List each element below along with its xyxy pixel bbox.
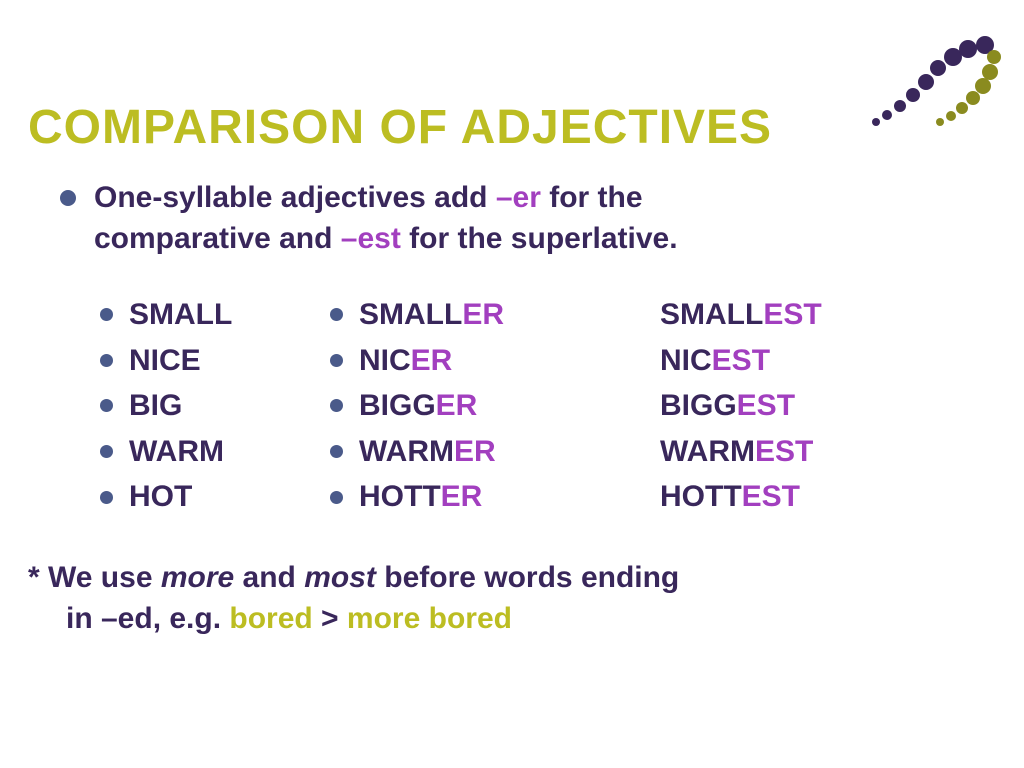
footnote: * We use more and most before words endi… bbox=[28, 558, 994, 639]
corner-dots-decoration bbox=[854, 18, 994, 138]
slide-title: COMPARISON OF ADJECTIVES bbox=[28, 100, 772, 155]
bullet-icon bbox=[60, 190, 76, 206]
word-row: HOT bbox=[100, 474, 330, 520]
decoration-dot bbox=[872, 118, 880, 126]
decoration-dot bbox=[906, 88, 920, 102]
word-text: BIG bbox=[129, 383, 182, 429]
word-row: NICER bbox=[330, 338, 660, 384]
bullet-icon bbox=[100, 354, 113, 367]
superlative-column: SMALLESTNICESTBIGGESTWARMESTHOTTEST bbox=[660, 292, 822, 520]
adjective-columns: SMALLNICEBIGWARMHOT SMALLERNICERBIGGERWA… bbox=[100, 292, 822, 520]
decoration-dot bbox=[975, 78, 991, 94]
bullet-icon bbox=[330, 491, 343, 504]
word-text: HOTTER bbox=[359, 474, 482, 520]
decoration-dot bbox=[946, 111, 956, 121]
word-text: WARMER bbox=[359, 429, 496, 475]
decoration-dot bbox=[936, 118, 944, 126]
word-row: SMALL bbox=[100, 292, 330, 338]
comparative-column: SMALLERNICERBIGGERWARMERHOTTER bbox=[330, 292, 660, 520]
decoration-dot bbox=[966, 91, 980, 105]
decoration-dot bbox=[987, 50, 1001, 64]
decoration-dot bbox=[930, 60, 946, 76]
word-text: WARMEST bbox=[660, 429, 813, 475]
bullet-icon bbox=[100, 399, 113, 412]
word-row: SMALLEST bbox=[660, 292, 822, 338]
word-row: HOTTEST bbox=[660, 474, 822, 520]
bullet-icon bbox=[330, 399, 343, 412]
word-text: SMALLER bbox=[359, 292, 504, 338]
word-text: WARM bbox=[129, 429, 224, 475]
word-row: BIG bbox=[100, 383, 330, 429]
decoration-dot bbox=[894, 100, 906, 112]
bullet-icon bbox=[330, 308, 343, 321]
decoration-dot bbox=[982, 64, 998, 80]
word-text: HOT bbox=[129, 474, 192, 520]
word-text: NICE bbox=[129, 338, 201, 384]
base-column: SMALLNICEBIGWARMHOT bbox=[100, 292, 330, 520]
word-text: BIGGEST bbox=[660, 383, 795, 429]
bullet-icon bbox=[100, 445, 113, 458]
word-row: WARMER bbox=[330, 429, 660, 475]
word-row: WARMEST bbox=[660, 429, 822, 475]
bullet-icon bbox=[330, 354, 343, 367]
word-row: BIGGEST bbox=[660, 383, 822, 429]
bullet-icon bbox=[330, 445, 343, 458]
decoration-dot bbox=[918, 74, 934, 90]
word-text: BIGGER bbox=[359, 383, 477, 429]
word-row: BIGGER bbox=[330, 383, 660, 429]
decoration-dot bbox=[882, 110, 892, 120]
word-text: SMALL bbox=[129, 292, 232, 338]
word-row: HOTTER bbox=[330, 474, 660, 520]
word-row: NICEST bbox=[660, 338, 822, 384]
rule-text: One-syllable adjectives add –er for the … bbox=[60, 178, 984, 259]
word-row: NICE bbox=[100, 338, 330, 384]
decoration-dot bbox=[959, 40, 977, 58]
word-text: NICER bbox=[359, 338, 452, 384]
bullet-icon bbox=[100, 308, 113, 321]
decoration-dot bbox=[956, 102, 968, 114]
word-row: SMALLER bbox=[330, 292, 660, 338]
word-text: HOTTEST bbox=[660, 474, 800, 520]
word-text: SMALLEST bbox=[660, 292, 822, 338]
word-row: WARM bbox=[100, 429, 330, 475]
bullet-icon bbox=[100, 491, 113, 504]
word-text: NICEST bbox=[660, 338, 770, 384]
